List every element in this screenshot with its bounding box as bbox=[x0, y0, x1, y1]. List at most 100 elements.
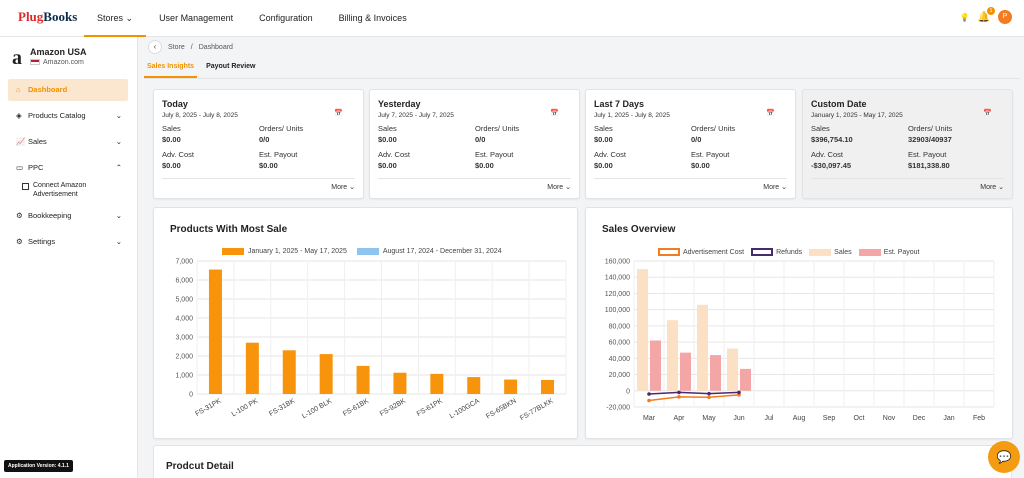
header-actions: 💡 🔔 1 P bbox=[959, 6, 1012, 24]
legend-label[interactable]: Refunds bbox=[776, 248, 803, 256]
sales-overview-card: Sales Overview Advertisement Cost Refund… bbox=[585, 207, 1013, 439]
tab-sales-insights[interactable]: Sales Insights bbox=[144, 58, 198, 78]
x-tick-label: Oct bbox=[854, 415, 865, 422]
kpi-payout-label: Est. Payout bbox=[259, 150, 298, 159]
kpi-orders-value: 0/0 bbox=[259, 135, 270, 144]
y-tick-label: 80,000 bbox=[609, 323, 631, 330]
chevron-up-icon: ⌃ bbox=[115, 163, 122, 172]
kpi-adv-value: $0.00 bbox=[594, 161, 613, 170]
kpi-orders-label: Orders/ Units bbox=[908, 124, 953, 133]
breadcrumb: ‹ Store / Dashboard bbox=[148, 40, 233, 54]
bar-L-100 PK bbox=[245, 342, 259, 394]
kpi-payout-label: Est. Payout bbox=[908, 150, 947, 159]
products-chart-card: Products With Most Sale January 1, 2025 … bbox=[153, 207, 578, 439]
legend-label[interactable]: Sales bbox=[834, 248, 852, 256]
kpi-adv-value: $0.00 bbox=[162, 161, 181, 170]
avatar[interactable]: P bbox=[998, 10, 1012, 24]
bar-L-100GCA bbox=[467, 377, 481, 394]
divider bbox=[594, 178, 787, 179]
kpi-title: Custom Date bbox=[811, 99, 867, 109]
sidebar-item-dashboard[interactable]: ⌂ Dashboard bbox=[8, 79, 128, 101]
x-tick-label: FS-31PK bbox=[194, 398, 222, 418]
x-tick-label: Sep bbox=[823, 415, 836, 422]
legend-label[interactable]: January 1, 2025 - May 17, 2025 bbox=[248, 248, 347, 255]
chart-icon: 📈 bbox=[16, 137, 26, 146]
nav-configuration[interactable]: Configuration bbox=[259, 13, 313, 23]
bar-sales-May bbox=[697, 304, 708, 391]
x-tick-label: Jan bbox=[943, 415, 954, 422]
divider bbox=[378, 178, 571, 179]
legend-label[interactable]: August 17, 2024 - December 31, 2024 bbox=[382, 248, 502, 255]
sidebar-item-sales[interactable]: 📈 Sales ⌄ bbox=[8, 131, 128, 153]
point-refunds bbox=[677, 390, 681, 395]
kpi-orders-value: 0/0 bbox=[691, 135, 702, 144]
kpi-sales-value: $0.00 bbox=[378, 135, 397, 144]
more-button[interactable]: More ⌄ bbox=[980, 184, 1004, 191]
more-button[interactable]: More ⌄ bbox=[547, 184, 571, 191]
kpi-sales-label: Sales bbox=[811, 124, 830, 133]
us-flag-icon bbox=[30, 59, 40, 66]
bar-sales-Apr bbox=[667, 320, 678, 391]
x-tick-label: FS-61BK bbox=[342, 398, 370, 418]
calendar-icon[interactable]: 📅 bbox=[334, 110, 343, 117]
calendar-icon[interactable]: 📅 bbox=[766, 110, 775, 117]
calendar-icon[interactable]: 📅 bbox=[983, 110, 992, 117]
kpi-orders-label: Orders/ Units bbox=[691, 124, 736, 133]
kpi-date-range: July 1, 2025 - July 8, 2025 bbox=[594, 112, 670, 119]
kpi-payout-value: $0.00 bbox=[691, 161, 710, 170]
bar-FS-65BKN bbox=[504, 379, 518, 394]
legend-label[interactable]: Est. Payout bbox=[883, 248, 920, 256]
y-tick-label: 6,000 bbox=[175, 278, 193, 285]
chat-icon[interactable]: 💬 bbox=[988, 441, 1020, 473]
sidebar-subitem-connect-advertisement[interactable]: Connect Amazon Advertisement bbox=[8, 181, 128, 199]
sidebar-item-bookkeeping[interactable]: ⚙ Bookkeeping ⌄ bbox=[8, 205, 128, 227]
x-tick-label: Jul bbox=[765, 415, 774, 422]
nav-user-management[interactable]: User Management bbox=[159, 13, 234, 23]
kpi-date-range: January 1, 2025 - May 17, 2025 bbox=[811, 112, 903, 119]
kpi-payout-value: $181,338.80 bbox=[908, 161, 950, 170]
bar-FS-31PK bbox=[208, 269, 222, 394]
product-detail-title: Prodcut Detail bbox=[166, 461, 234, 472]
sidebar-item-products-catalog[interactable]: ◈ Products Catalog ⌄ bbox=[8, 105, 128, 127]
bar-sales-Mar bbox=[637, 269, 648, 391]
nav-billing[interactable]: Billing & Invoices bbox=[338, 13, 407, 23]
sales-overview-title: Sales Overview bbox=[602, 224, 676, 235]
bar-FS-77BLKK bbox=[541, 379, 555, 394]
sidebar-item-ppc[interactable]: ▭ PPC ⌃ bbox=[8, 157, 128, 179]
legend-label[interactable]: Advertisement Cost bbox=[683, 248, 745, 256]
more-button[interactable]: More ⌄ bbox=[763, 184, 787, 191]
legend-swatch bbox=[222, 248, 244, 255]
kpi-orders-value: 0/0 bbox=[475, 135, 486, 144]
bar-FS-31BK bbox=[282, 350, 296, 394]
kpi-card-last-7-days: Last 7 Days July 1, 2025 - July 8, 2025 … bbox=[585, 89, 796, 199]
calendar-icon[interactable]: 📅 bbox=[550, 110, 559, 117]
kpi-date-range: July 8, 2025 - July 8, 2025 bbox=[162, 112, 238, 119]
legend-swatch bbox=[356, 248, 379, 255]
kpi-title: Last 7 Days bbox=[594, 99, 645, 109]
tab-bar: Sales Insights Payout Review bbox=[144, 58, 1020, 79]
bar-FS-92BK bbox=[393, 372, 407, 394]
bell-icon[interactable]: 🔔 1 bbox=[978, 6, 995, 23]
breadcrumb-store[interactable]: Store bbox=[168, 43, 185, 51]
x-tick-label: FS-92BK bbox=[379, 398, 407, 418]
kpi-adv-label: Adv. Cost bbox=[811, 150, 843, 159]
products-chart-title: Products With Most Sale bbox=[170, 224, 288, 235]
kpi-adv-value: -$30,097.45 bbox=[811, 161, 852, 170]
kpi-sales-label: Sales bbox=[378, 124, 397, 133]
lightbulb-icon[interactable]: 💡 bbox=[959, 12, 970, 22]
products-chart-legend: January 1, 2025 - May 17, 2025 August 17… bbox=[222, 248, 502, 255]
sidebar-menu: ⌂ Dashboard ◈ Products Catalog ⌄ 📈 Sales ⌄ ▭ P… bbox=[8, 79, 128, 257]
nav-stores[interactable]: Stores ⌄ bbox=[84, 0, 147, 37]
legend-swatch bbox=[658, 248, 680, 256]
plugbooks-logo[interactable]: PlugBooks bbox=[18, 9, 78, 24]
x-tick-label: L-100 BLK bbox=[301, 398, 333, 421]
y-tick-label: 120,000 bbox=[605, 291, 630, 298]
back-arrow-icon[interactable]: ‹ bbox=[148, 40, 162, 54]
store-info[interactable]: a Amazon USA Amazon.com bbox=[12, 47, 87, 69]
kpi-title: Yesterday bbox=[378, 99, 421, 109]
more-button[interactable]: More ⌄ bbox=[331, 184, 355, 191]
sidebar-item-settings[interactable]: ⚙ Settings ⌄ bbox=[8, 231, 128, 253]
kpi-payout-value: $0.00 bbox=[475, 161, 494, 170]
tab-payout-review[interactable]: Payout Review bbox=[206, 63, 256, 70]
x-tick-label: Nov bbox=[883, 415, 896, 422]
